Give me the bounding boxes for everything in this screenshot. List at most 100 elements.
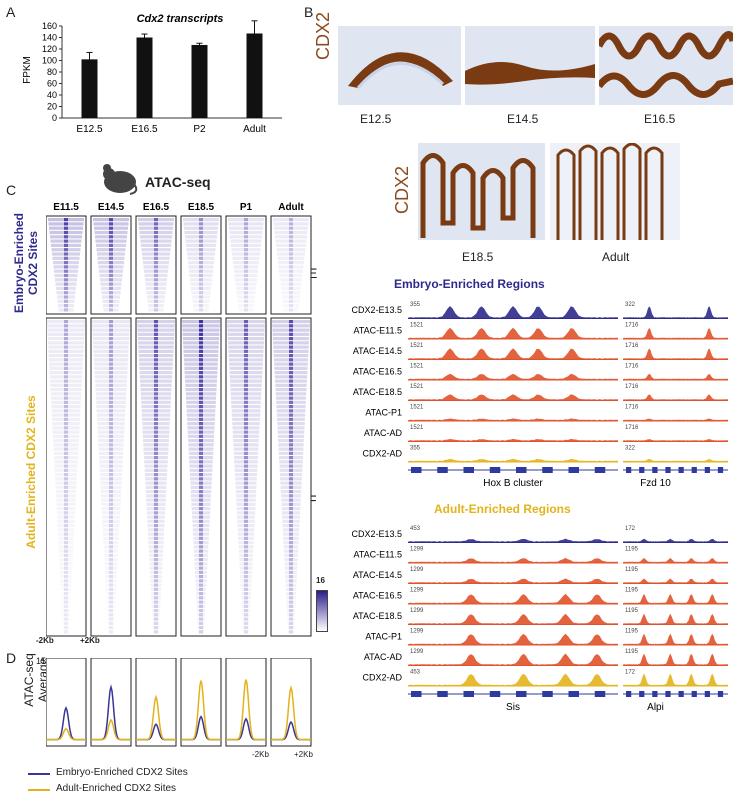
heat-row: [193, 545, 209, 549]
heat-row: [55, 481, 77, 485]
heat-core: [154, 507, 158, 511]
gene-name-right: Fzd 10: [640, 478, 671, 489]
heat-row: [228, 218, 264, 222]
track-scale-left: 1521: [410, 405, 424, 411]
heat-row: [145, 490, 167, 494]
track-scale-right: 172: [625, 670, 636, 676]
embryo-enriched-label: Embryo-Enriched CDX2 Sites: [12, 212, 40, 314]
heat-core: [109, 278, 113, 282]
heat-core: [199, 282, 203, 286]
heat-core: [64, 324, 68, 328]
heat-row: [195, 579, 207, 583]
track-signal: [623, 394, 728, 401]
heat-core: [64, 443, 68, 447]
heat-core: [199, 498, 203, 502]
heat-row: [99, 464, 123, 468]
heat-core: [154, 519, 158, 523]
track-signal: [623, 613, 728, 625]
heat-core: [109, 379, 113, 383]
heat-core: [289, 562, 293, 566]
heat-core: [199, 464, 203, 468]
heat-core: [199, 222, 203, 226]
track-signal: [408, 327, 618, 339]
heat-row: [279, 473, 303, 477]
heat-row: [52, 422, 80, 426]
track-scale-right: 1716: [625, 343, 639, 349]
heatmap-embryo-block: [46, 215, 87, 315]
heat-row: [100, 490, 122, 494]
heat-row: [99, 473, 123, 477]
heat-core: [199, 265, 203, 269]
heat-core: [199, 362, 203, 366]
heat-core: [199, 587, 203, 591]
y-tick-label: 120: [42, 44, 57, 54]
heat-core: [289, 278, 293, 282]
heat-row: [57, 524, 75, 528]
heat-row: [186, 243, 216, 247]
heat-row: [196, 592, 206, 596]
heat-core: [109, 299, 113, 303]
cdx2-stain-label-top: CDX2: [313, 11, 333, 60]
heat-row: [231, 248, 261, 252]
heat-core: [244, 434, 248, 438]
heat-row: [147, 524, 165, 528]
heat-row: [237, 515, 255, 519]
heat-core: [64, 405, 68, 409]
legend-embryo-swatch: [28, 773, 50, 775]
heat-row: [150, 583, 162, 587]
heat-row: [196, 600, 206, 604]
heat-row: [51, 413, 81, 417]
x-tick-label: Adult: [243, 124, 266, 135]
heat-core: [289, 456, 293, 460]
heat-row: [52, 417, 80, 421]
heat-row: [236, 507, 256, 511]
heat-row: [188, 261, 214, 265]
heat-core: [289, 261, 293, 265]
heat-core: [154, 273, 158, 278]
heat-core: [289, 345, 293, 349]
label-e16-5: E16.5: [644, 112, 676, 126]
heat-core: [244, 345, 248, 349]
heat-row: [97, 426, 125, 430]
heat-row: [146, 291, 166, 295]
heat-core: [289, 592, 293, 596]
heat-row: [152, 626, 160, 630]
heat-core: [199, 451, 203, 455]
heat-core: [64, 630, 68, 634]
heat-row: [281, 291, 301, 295]
profile-frame: [90, 658, 132, 747]
heat-core: [64, 243, 68, 247]
heat-core: [64, 468, 68, 472]
heat-core: [199, 524, 203, 528]
genome-tracks-svg: CDX2-E13.5 355 322 ATAC-E11.5 1521 1716 ATAC-E…: [351, 302, 728, 489]
heat-core: [199, 592, 203, 596]
heat-core: [199, 579, 203, 583]
legend-adult-label: Adult-Enriched CDX2 Sites: [56, 783, 177, 794]
heat-core: [64, 341, 68, 345]
heat-core: [154, 252, 158, 256]
panel-label-e: E: [308, 265, 318, 281]
heat-core: [64, 545, 68, 549]
heat-core: [289, 235, 293, 239]
track-label: ATAC-E11.5: [353, 550, 402, 560]
track-signal: [623, 653, 728, 666]
heat-row: [47, 320, 85, 324]
heat-core: [289, 230, 293, 235]
heat-core: [154, 434, 158, 438]
heat-core: [289, 239, 293, 243]
track-scale-left: 355: [410, 446, 421, 452]
heat-core: [64, 358, 68, 362]
exon: [639, 467, 645, 473]
heat-row: [100, 278, 122, 282]
heat-row: [197, 613, 205, 617]
heat-core: [64, 579, 68, 583]
heat-row: [48, 349, 84, 353]
heat-core: [64, 388, 68, 392]
heat-row: [236, 291, 256, 295]
heat-row: [54, 460, 78, 464]
heat-core: [244, 447, 248, 451]
heat-core: [64, 456, 68, 460]
heat-row: [193, 549, 209, 553]
exon: [717, 467, 724, 473]
heat-core: [199, 485, 203, 489]
